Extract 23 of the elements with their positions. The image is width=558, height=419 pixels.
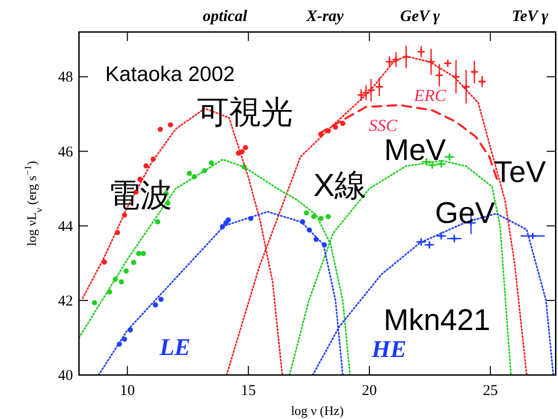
annotation: Mkn421 bbox=[384, 304, 490, 336]
annotation: ERC bbox=[412, 86, 447, 104]
annotation: SSC bbox=[368, 116, 398, 134]
x-tick-label: 25 bbox=[482, 383, 498, 399]
y-tick-label: 44 bbox=[58, 218, 74, 235]
annotation: X線 bbox=[313, 167, 367, 203]
y-tick-label: 42 bbox=[58, 293, 73, 310]
text: TeV γ bbox=[512, 8, 549, 24]
y-tick-label: 46 bbox=[58, 144, 74, 160]
text: GeV γ bbox=[400, 8, 440, 24]
text: X-ray bbox=[305, 8, 345, 24]
annotation: MeV bbox=[384, 134, 446, 166]
x-axis-title: log ν (Hz) bbox=[290, 403, 344, 418]
annotation: HE bbox=[370, 337, 406, 363]
text: optical bbox=[202, 8, 248, 24]
annotation: LE bbox=[158, 335, 190, 361]
x-tick-label: 10 bbox=[120, 383, 135, 399]
x-tick-label: 15 bbox=[240, 383, 256, 399]
x-tick-label: 20 bbox=[362, 383, 377, 399]
annotation: Kataoka 2002 bbox=[105, 62, 235, 86]
y-tick-label: 40 bbox=[58, 368, 73, 384]
annotation: GeV bbox=[434, 196, 496, 230]
y-tick-label: 48 bbox=[58, 70, 73, 86]
